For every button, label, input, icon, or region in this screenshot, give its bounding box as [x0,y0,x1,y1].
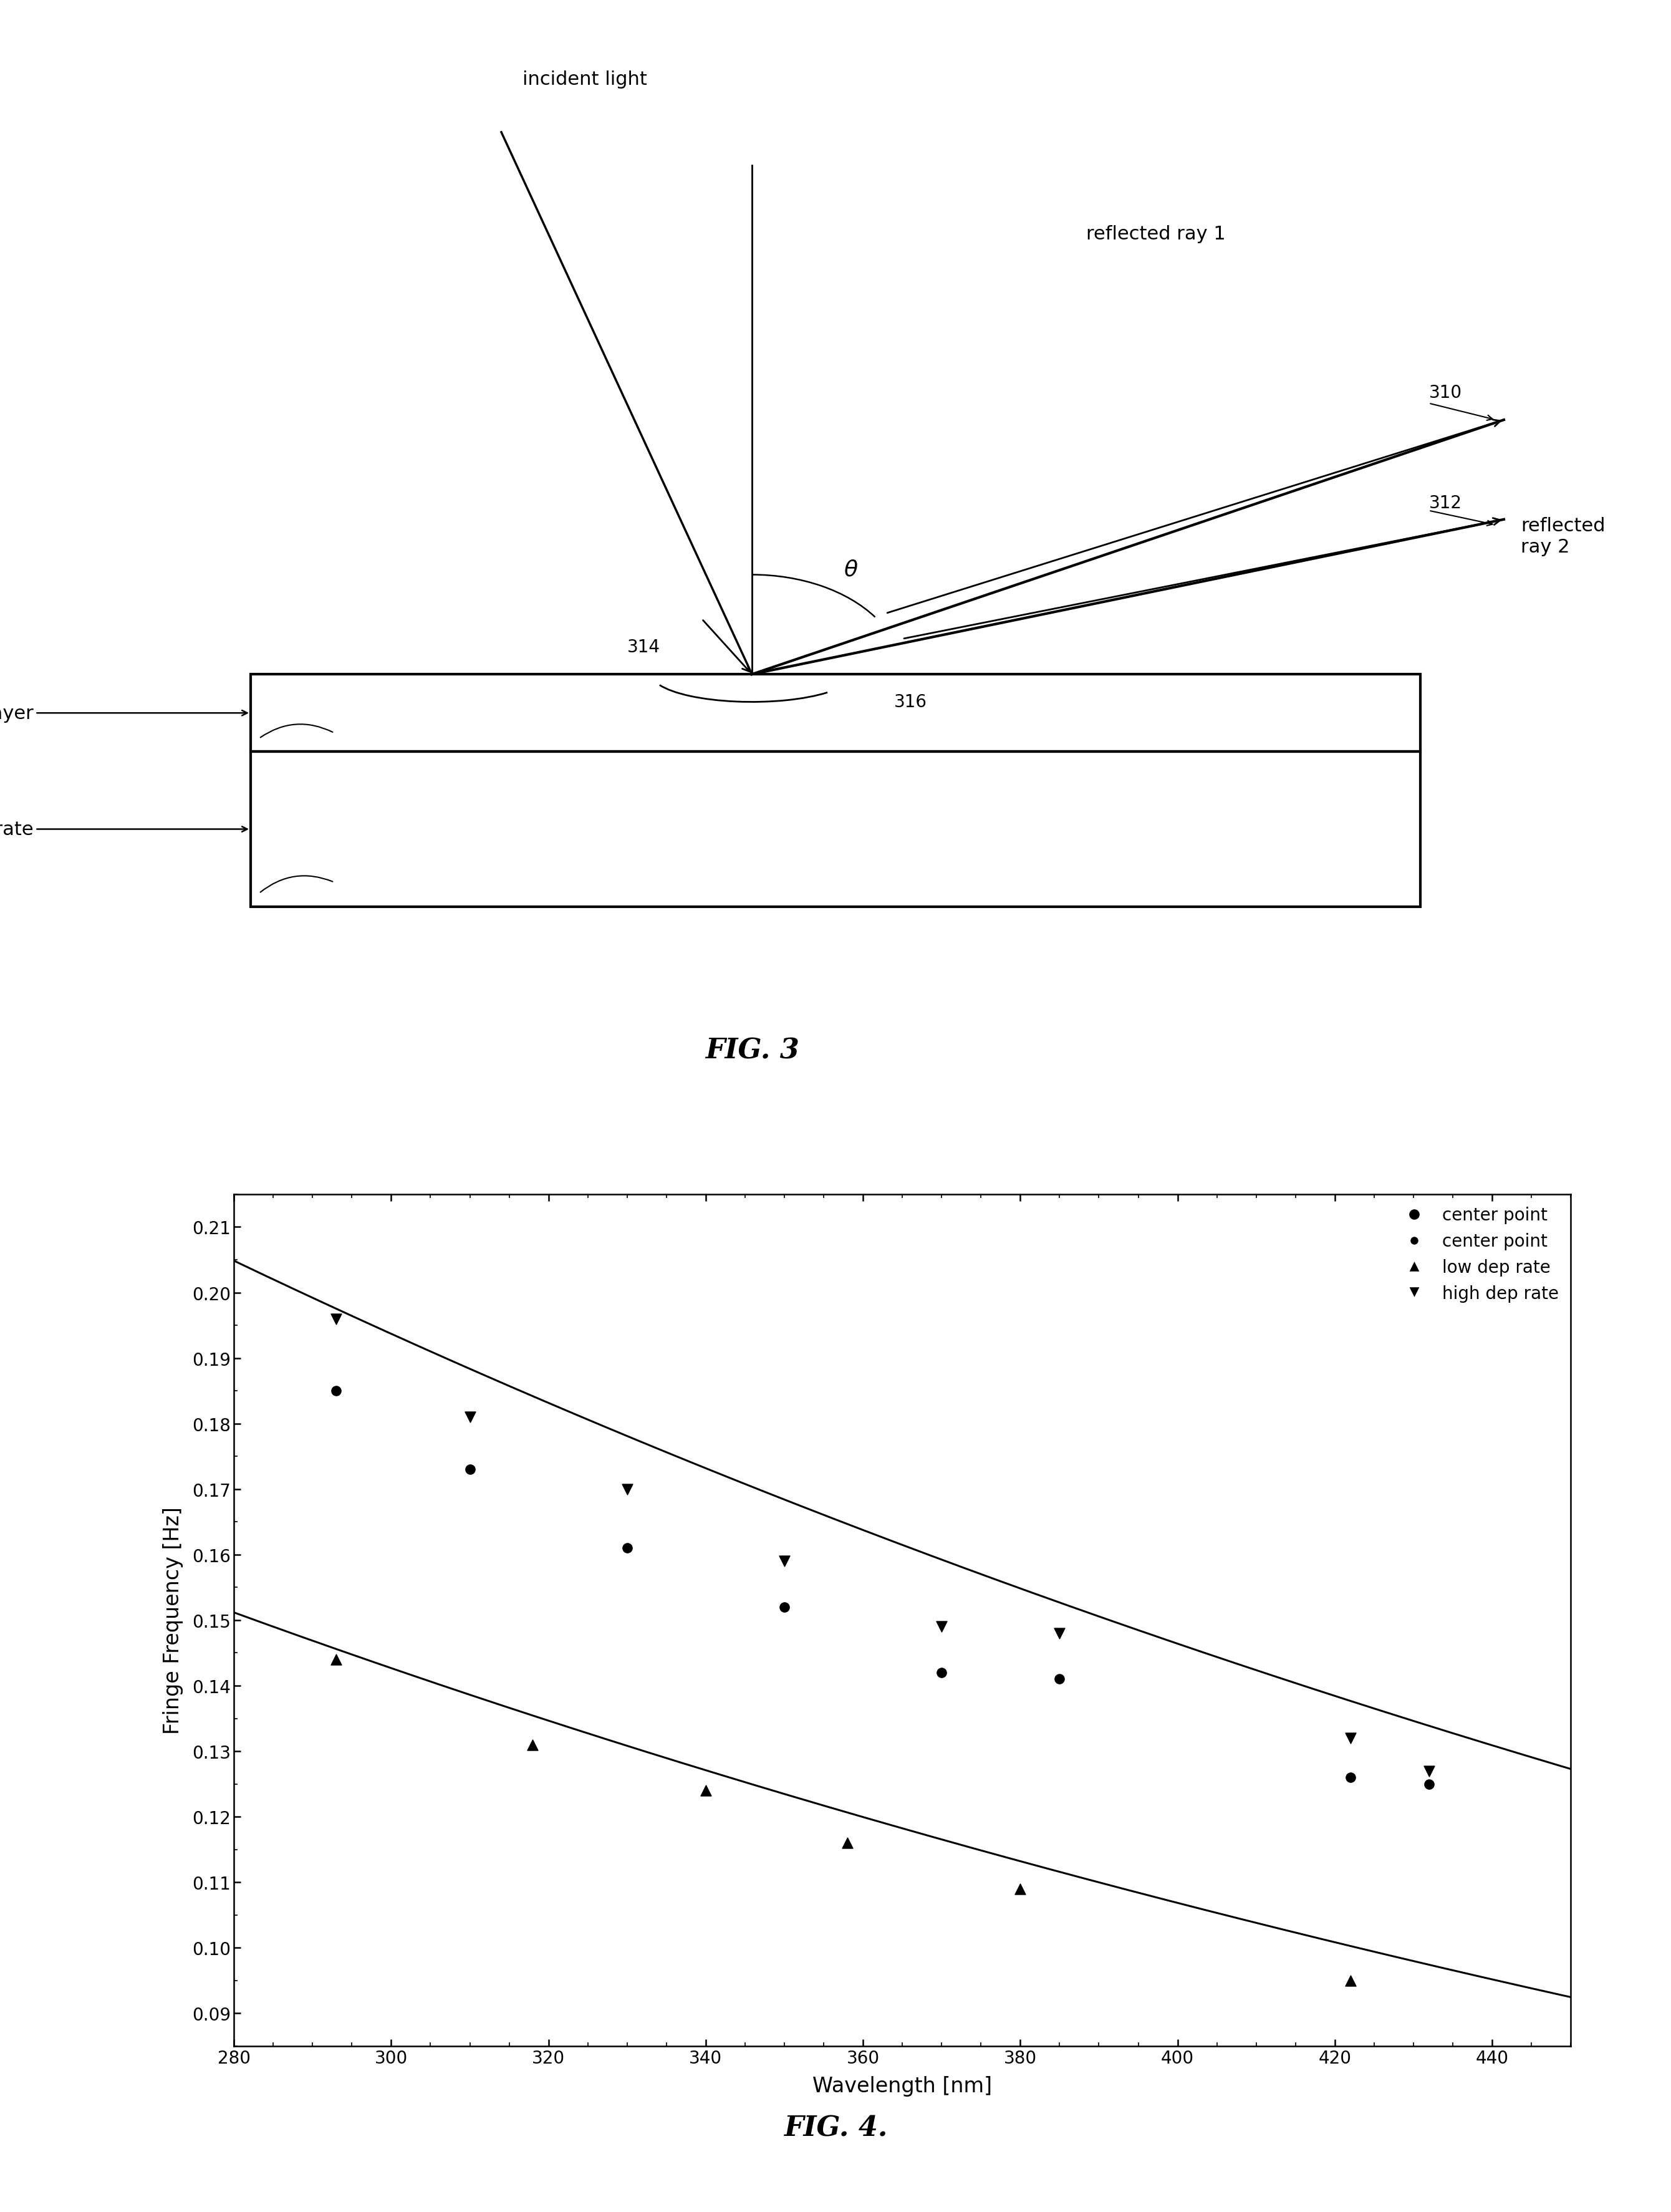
Point [1046,1661,1073,1697]
Point [520,1728,546,1763]
Y-axis label: Fringe Frequency [Hz]: Fringe Frequency [Hz] [164,1506,184,1734]
Point [456,1451,483,1486]
Text: FIG. 4.: FIG. 4. [784,2115,887,2141]
Text: 314: 314 [627,639,660,655]
Text: FIG. 3: FIG. 3 [705,1037,799,1064]
Point [323,1374,349,1409]
Point [1415,1754,1442,1790]
Text: incident light: incident light [523,71,647,88]
Legend: center point, center point, low dep rate, high dep rate: center point, center point, low dep rate… [1390,1199,1566,1310]
Text: θ: θ [844,560,857,580]
Text: 316: 316 [894,695,927,710]
Point [1337,1721,1364,1756]
Point [770,1544,797,1579]
Point [770,1590,797,1626]
Point [323,1301,349,1336]
Point [929,1655,956,1690]
Point [456,1400,483,1436]
Point [1337,1761,1364,1796]
X-axis label: Wavelength [nm]: Wavelength [nm] [812,2075,993,2095]
Text: substrate: substrate [0,821,247,838]
Point [1415,1767,1442,1803]
Point [323,1641,349,1677]
Point [1008,1871,1034,1907]
Text: 310: 310 [1429,385,1462,400]
Point [692,1774,719,1809]
Point [1046,1615,1073,1650]
Point [929,1608,956,1644]
Text: 312: 312 [1429,495,1462,511]
Point [613,1471,640,1506]
Text: reflected
ray 2: reflected ray 2 [1521,518,1606,555]
Text: film layer: film layer [0,703,247,723]
Point [834,1825,861,1860]
Point [613,1531,640,1566]
Point [1337,1962,1364,1997]
Text: reflected ray 1: reflected ray 1 [1086,226,1225,243]
